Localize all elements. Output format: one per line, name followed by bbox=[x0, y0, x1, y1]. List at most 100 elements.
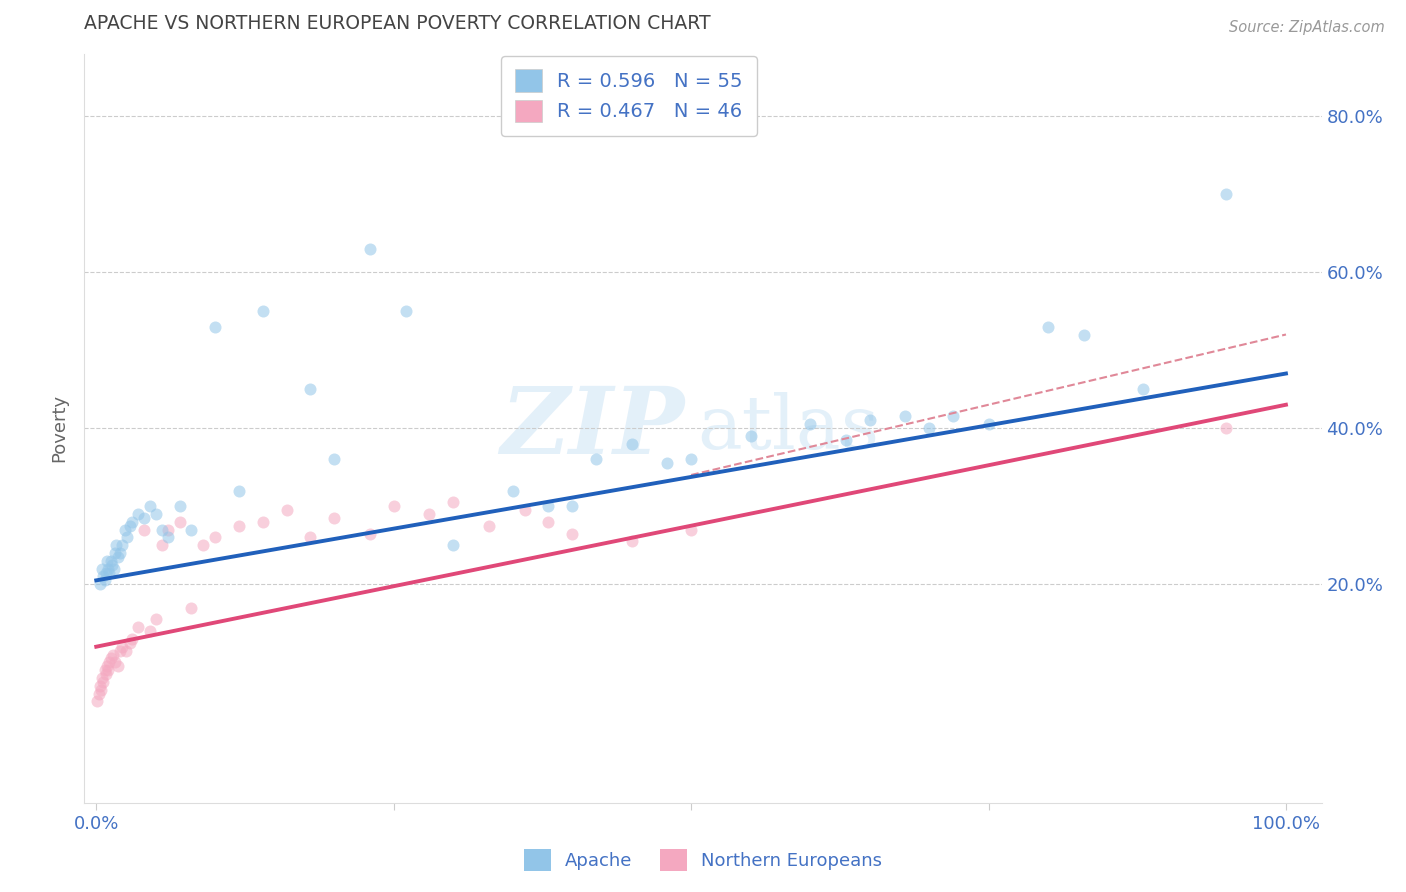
Point bbox=[894, 409, 917, 424]
Point bbox=[478, 518, 501, 533]
Point bbox=[89, 679, 111, 693]
Point bbox=[93, 569, 115, 583]
Point bbox=[115, 530, 138, 544]
Point bbox=[118, 636, 141, 650]
Y-axis label: Poverty: Poverty bbox=[51, 394, 69, 462]
Point bbox=[204, 530, 226, 544]
Point bbox=[169, 515, 191, 529]
Point bbox=[98, 655, 121, 669]
Point bbox=[835, 433, 858, 447]
Point bbox=[115, 643, 138, 657]
Point bbox=[87, 687, 110, 701]
Point bbox=[620, 534, 643, 549]
Point bbox=[657, 456, 679, 470]
Point bbox=[145, 507, 167, 521]
Point bbox=[93, 674, 115, 689]
Point bbox=[858, 413, 880, 427]
Point bbox=[299, 530, 322, 544]
Point bbox=[139, 500, 162, 514]
Point bbox=[537, 515, 560, 529]
Legend: R = 0.596   N = 55, R = 0.467   N = 46: R = 0.596 N = 55, R = 0.467 N = 46 bbox=[501, 55, 756, 136]
Point bbox=[111, 640, 134, 654]
Point bbox=[104, 546, 127, 560]
Point bbox=[252, 515, 274, 529]
Point bbox=[86, 694, 108, 708]
Point bbox=[193, 538, 215, 552]
Point bbox=[150, 523, 173, 537]
Point bbox=[132, 523, 155, 537]
Point bbox=[441, 538, 464, 552]
Legend: Apache, Northern Europeans: Apache, Northern Europeans bbox=[516, 842, 890, 879]
Point bbox=[108, 643, 131, 657]
Point bbox=[90, 682, 112, 697]
Point bbox=[101, 648, 124, 662]
Point bbox=[97, 562, 120, 576]
Point bbox=[252, 304, 274, 318]
Point bbox=[418, 507, 440, 521]
Point bbox=[94, 667, 117, 681]
Text: Source: ZipAtlas.com: Source: ZipAtlas.com bbox=[1229, 20, 1385, 35]
Point bbox=[394, 304, 416, 318]
Point bbox=[108, 546, 131, 560]
Point bbox=[1215, 421, 1237, 435]
Point bbox=[150, 538, 173, 552]
Point bbox=[1215, 187, 1237, 202]
Point bbox=[103, 562, 125, 576]
Point bbox=[359, 526, 381, 541]
Point bbox=[918, 421, 941, 435]
Point bbox=[97, 663, 120, 677]
Point bbox=[111, 538, 134, 552]
Point bbox=[561, 500, 583, 514]
Point bbox=[323, 511, 346, 525]
Point bbox=[100, 554, 122, 568]
Point bbox=[132, 511, 155, 525]
Point bbox=[441, 495, 464, 509]
Point bbox=[100, 651, 122, 665]
Point bbox=[740, 429, 762, 443]
Point bbox=[139, 624, 162, 639]
Point bbox=[105, 538, 128, 552]
Point bbox=[169, 500, 191, 514]
Point bbox=[228, 518, 250, 533]
Point bbox=[91, 562, 114, 576]
Point bbox=[204, 319, 226, 334]
Point bbox=[620, 437, 643, 451]
Point bbox=[156, 530, 179, 544]
Point bbox=[180, 600, 202, 615]
Point bbox=[91, 671, 114, 685]
Point bbox=[107, 549, 129, 564]
Point bbox=[114, 523, 136, 537]
Point bbox=[89, 577, 111, 591]
Point bbox=[681, 523, 703, 537]
Text: atlas: atlas bbox=[697, 392, 879, 465]
Point bbox=[513, 503, 536, 517]
Point bbox=[156, 523, 179, 537]
Point bbox=[942, 409, 965, 424]
Point bbox=[121, 515, 143, 529]
Point bbox=[323, 452, 346, 467]
Point bbox=[276, 503, 298, 517]
Point bbox=[127, 507, 149, 521]
Point bbox=[561, 526, 583, 541]
Point bbox=[96, 554, 118, 568]
Point bbox=[799, 417, 821, 432]
Point bbox=[977, 417, 1000, 432]
Point bbox=[228, 483, 250, 498]
Point bbox=[93, 574, 115, 588]
Point bbox=[100, 558, 122, 572]
Text: APACHE VS NORTHERN EUROPEAN POVERTY CORRELATION CHART: APACHE VS NORTHERN EUROPEAN POVERTY CORR… bbox=[84, 13, 711, 32]
Point bbox=[93, 663, 115, 677]
Text: ZIP: ZIP bbox=[501, 384, 685, 473]
Point bbox=[681, 452, 703, 467]
Point bbox=[1132, 382, 1154, 396]
Point bbox=[118, 518, 141, 533]
Point bbox=[104, 655, 127, 669]
Point bbox=[537, 500, 560, 514]
Point bbox=[1036, 319, 1059, 334]
Point bbox=[382, 500, 405, 514]
Point bbox=[94, 566, 117, 580]
Point bbox=[98, 566, 121, 580]
Point bbox=[107, 659, 129, 673]
Point bbox=[180, 523, 202, 537]
Point bbox=[299, 382, 322, 396]
